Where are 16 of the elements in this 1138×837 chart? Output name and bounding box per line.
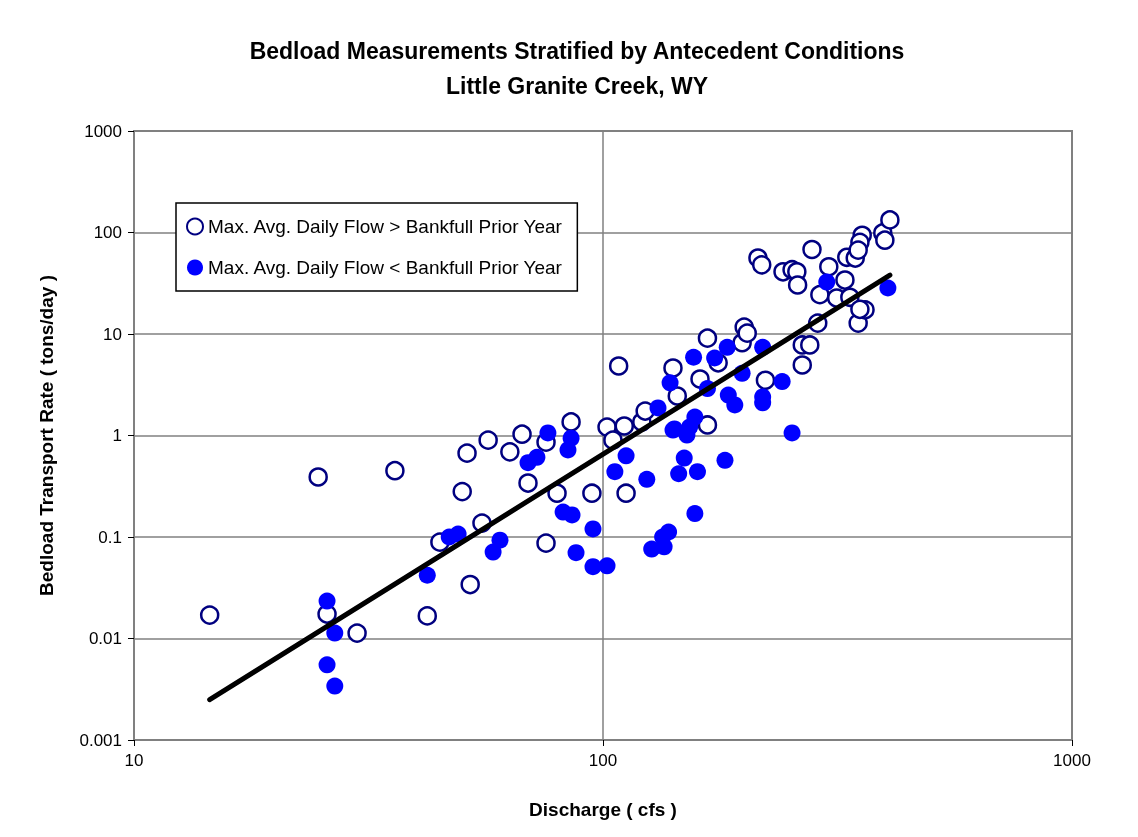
y-axis-title: Bedload Transport Rate ( tons/day ) [36,275,57,596]
x-axis-title: Discharge ( cfs ) [529,799,677,820]
chart-title: Bedload Measurements Stratified by Antecedent Conditions [249,37,905,64]
y-tick-label: 1 [112,426,122,445]
legend-label: Max. Avg. Daily Flow < Bankfull Prior Year [208,257,563,278]
x-tick-label: 1000 [1053,751,1091,770]
y-tick-label: 10 [103,324,122,344]
y-tick-label: 0.001 [79,730,122,750]
y-tick-label: 1000 [84,121,122,141]
y-tick-label: 0.01 [88,629,122,648]
x-tick-label: 10 [124,751,144,770]
y-tick-label: 100 [93,223,122,242]
y-tick-label: 0.1 [98,527,122,547]
chart-subtitle: Little Granite Creek, WY [445,72,709,99]
legend-label: Max. Avg. Daily Flow > Bankfull Prior Year [208,216,563,237]
x-tick-label: 100 [588,751,618,770]
